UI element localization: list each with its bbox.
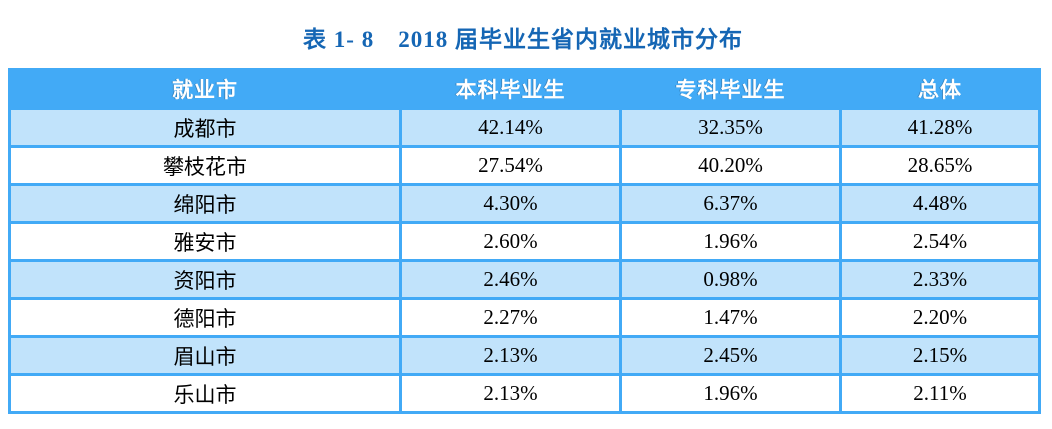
table-body: 成都市 42.14% 32.35% 41.28% 攀枝花市 27.54% 40.… xyxy=(8,107,1041,414)
junior-college-cell: 6.37% xyxy=(619,183,842,224)
table-caption: 表 1- 8 2018 届毕业生省内就业城市分布 xyxy=(303,27,743,52)
junior-college-cell: 1.96% xyxy=(619,373,842,414)
city-cell: 雅安市 xyxy=(8,221,402,262)
undergraduate-cell: 2.13% xyxy=(399,335,622,376)
junior-college-cell: 32.35% xyxy=(619,107,842,148)
city-cell: 攀枝花市 xyxy=(8,145,402,186)
junior-college-cell: 1.47% xyxy=(619,297,842,338)
overall-cell: 4.48% xyxy=(839,183,1041,224)
junior-college-cell: 0.98% xyxy=(619,259,842,300)
overall-cell: 28.65% xyxy=(839,145,1041,186)
table-row: 德阳市 2.27% 1.47% 2.20% xyxy=(8,297,1041,338)
city-cell: 德阳市 xyxy=(8,297,402,338)
table-row: 资阳市 2.46% 0.98% 2.33% xyxy=(8,259,1041,300)
table-row: 雅安市 2.60% 1.96% 2.54% xyxy=(8,221,1041,262)
undergraduate-cell: 2.46% xyxy=(399,259,622,300)
overall-cell: 2.33% xyxy=(839,259,1041,300)
undergraduate-cell: 42.14% xyxy=(399,107,622,148)
column-header-overall: 总体 xyxy=(839,68,1041,110)
undergraduate-cell: 2.13% xyxy=(399,373,622,414)
undergraduate-cell: 4.30% xyxy=(399,183,622,224)
junior-college-cell: 40.20% xyxy=(619,145,842,186)
overall-cell: 2.54% xyxy=(839,221,1041,262)
overall-cell: 2.11% xyxy=(839,373,1041,414)
overall-cell: 41.28% xyxy=(839,107,1041,148)
city-cell: 绵阳市 xyxy=(8,183,402,224)
junior-college-cell: 1.96% xyxy=(619,221,842,262)
city-cell: 资阳市 xyxy=(8,259,402,300)
city-cell: 成都市 xyxy=(8,107,402,148)
column-header-junior-college: 专科毕业生 xyxy=(619,68,842,110)
undergraduate-cell: 27.54% xyxy=(399,145,622,186)
table-row: 乐山市 2.13% 1.96% 2.11% xyxy=(8,373,1041,414)
table-header: 就业市 本科毕业生 专科毕业生 总体 xyxy=(8,68,1041,110)
city-cell: 乐山市 xyxy=(8,373,402,414)
column-header-city: 就业市 xyxy=(8,68,402,110)
header-row: 就业市 本科毕业生 专科毕业生 总体 xyxy=(8,68,1041,110)
column-header-undergraduate: 本科毕业生 xyxy=(399,68,622,110)
junior-college-cell: 2.45% xyxy=(619,335,842,376)
overall-cell: 2.20% xyxy=(839,297,1041,338)
table-row: 成都市 42.14% 32.35% 41.28% xyxy=(8,107,1041,148)
undergraduate-cell: 2.60% xyxy=(399,221,622,262)
table-row: 攀枝花市 27.54% 40.20% 28.65% xyxy=(8,145,1041,186)
table-row: 眉山市 2.13% 2.45% 2.15% xyxy=(8,335,1041,376)
undergraduate-cell: 2.27% xyxy=(399,297,622,338)
city-cell: 眉山市 xyxy=(8,335,402,376)
table-row: 绵阳市 4.30% 6.37% 4.48% xyxy=(8,183,1041,224)
overall-cell: 2.15% xyxy=(839,335,1041,376)
employment-city-table: 就业市 本科毕业生 专科毕业生 总体 成都市 42.14% 32.35% 41.… xyxy=(8,68,1041,414)
